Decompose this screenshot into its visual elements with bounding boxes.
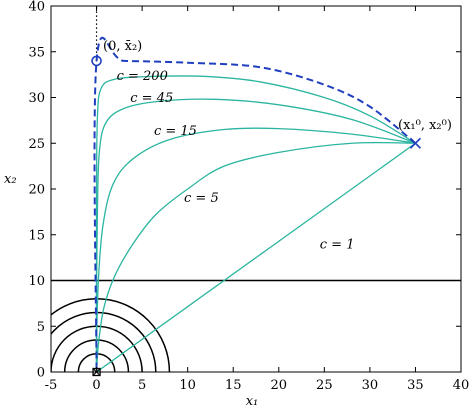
target-point-label: (0, x̄₂) [103,39,142,54]
x-axis-label: x₁ [246,394,259,409]
annotation-c15: c = 15 [154,124,197,139]
x-tick-label: 10 [179,378,196,393]
x-tick-label: 25 [316,378,333,393]
y-tick-label: 15 [28,228,45,243]
y-tick-label: 0 [37,366,45,381]
x-tick-label: 30 [362,378,379,393]
y-tick-label: 30 [28,91,45,106]
annotation-c45: c = 45 [130,91,173,106]
y-tick-label: 20 [28,183,45,198]
annotation-c200: c = 200 [117,69,168,84]
x-tick-label: 15 [225,378,242,393]
x-tick-label: 20 [271,378,288,393]
axes-frame [50,5,462,373]
target-marker-circle [91,55,102,67]
x-tick-label: 5 [138,378,146,393]
annotation-c1: c = 1 [320,237,355,252]
horizontal-line-group [51,6,461,282]
start-point-label: (x₁⁰, x₂⁰) [398,118,452,133]
start-marker-x-b [409,137,422,149]
y-axis-label: x₂ [4,172,17,187]
y-tick-label: 40 [28,0,45,15]
y-tick-label: 5 [37,320,45,335]
x-tick-label: 35 [407,378,424,393]
x-tick-label: 0 [92,378,100,393]
y-tick-label: 35 [28,45,45,60]
x-tick-label: 40 [453,378,470,393]
series-line-c15 [95,127,416,372]
series-line-c5 [95,141,416,372]
x-tick-label: -5 [45,378,58,393]
series-line-c1 [96,142,416,372]
annotation-c5: c = 5 [184,191,219,206]
series-line-optimal-dashed [93,36,417,372]
series-line-c200 [95,75,416,372]
series-group [93,36,417,372]
plot-frame [50,5,462,373]
y-tick-label: 10 [28,274,45,289]
y-tick-label: 25 [28,137,45,152]
annotations-group: c = 200 c = 45 c = 15 c = 5 c = 1 [117,69,355,252]
series-line-c45 [95,98,416,372]
